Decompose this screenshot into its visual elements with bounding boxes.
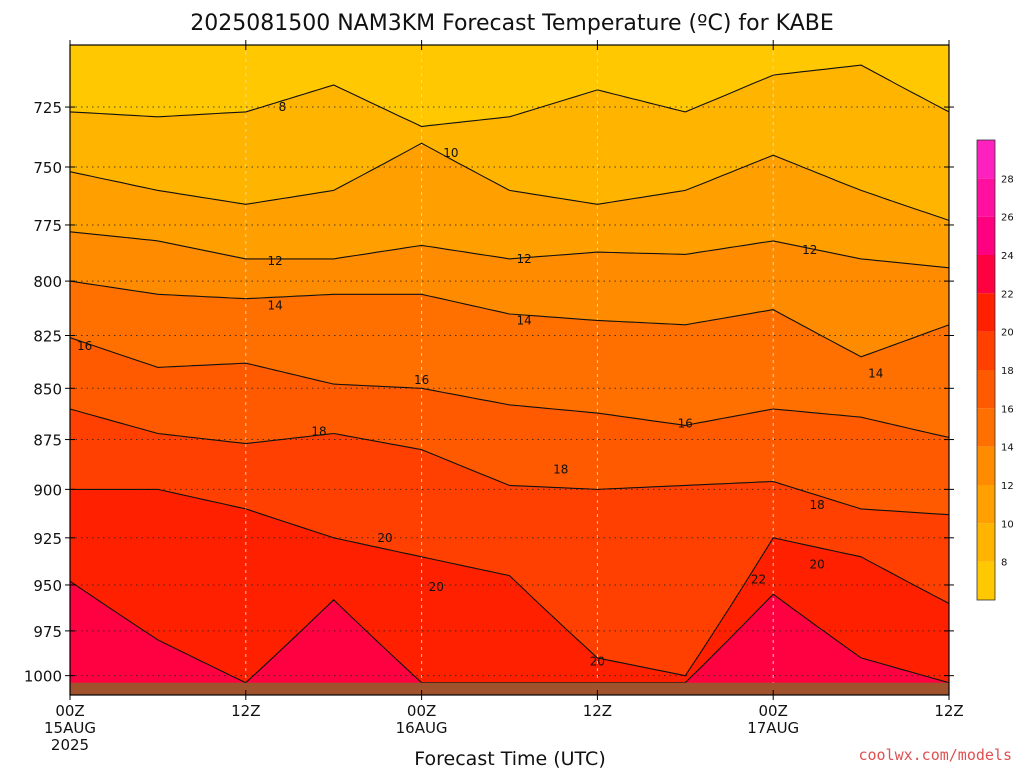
y-tick-label: 725: [33, 99, 62, 117]
colorbar-swatch: [977, 370, 995, 409]
x-axis-label: Forecast Time (UTC): [414, 748, 605, 768]
contour-label: 14: [517, 313, 532, 327]
x-tick-label: 16AUG: [396, 719, 448, 737]
isotherm-16: [70, 337, 949, 439]
colorbar-frame: [976, 139, 996, 601]
isotherm-20: [70, 488, 949, 677]
contour-label: 8: [279, 100, 287, 114]
colorbar-swatch: [977, 523, 995, 562]
contour-label: 16: [414, 373, 429, 387]
x-tick-label: 12Z: [934, 702, 963, 720]
x-tick-label: 17AUG: [747, 719, 799, 737]
contour-label: 14: [267, 298, 282, 312]
contour-label: 18: [810, 498, 825, 512]
isotherm-22: [70, 580, 949, 684]
band-22: [70, 581, 949, 695]
colorbar-swatch: [977, 178, 995, 217]
contour-label: 20: [429, 580, 444, 594]
y-axis: 725 750 775 800 825 850 875 900 925 950 975 1000: [24, 99, 954, 686]
y-tick-label: 775: [33, 217, 62, 235]
contour-label: 16: [678, 416, 693, 430]
colorbar-tick-label: 20: [1001, 328, 1014, 339]
y-tick-label: 850: [33, 380, 62, 398]
colorbar-tick-label: 12: [1001, 481, 1014, 492]
contour-label: 14: [868, 367, 883, 381]
contour-label: 12: [517, 252, 532, 266]
colorbar-swatch: [977, 255, 995, 294]
y-tick-label: 975: [33, 623, 62, 641]
ground-surface: [70, 682, 949, 695]
credit-link[interactable]: coolwx.com/models: [858, 746, 1012, 764]
y-tick-label: 950: [33, 577, 62, 595]
x-tick-label: 00Z: [55, 702, 84, 720]
y-tick-label: 875: [33, 432, 62, 450]
x-tick-label: 2025: [51, 736, 89, 754]
y-tick-label: 825: [33, 328, 62, 346]
colorbar-tick-label: 22: [1001, 289, 1014, 300]
colorbar-tick-label: 24: [1001, 251, 1014, 262]
x-tick-label: 15AUG: [44, 719, 96, 737]
grid-lines: [69, 45, 950, 695]
contour-label: 18: [553, 463, 568, 477]
temperature-field: [70, 45, 949, 695]
x-tick-label: 00Z: [759, 702, 788, 720]
colorbar-swatch: [977, 408, 995, 447]
colorbar-tick-label: 10: [1001, 519, 1014, 530]
colorbar: 8 10 12 14 16 18 20 22 24 26 28: [976, 139, 1014, 601]
colorbar-swatch: [977, 140, 995, 179]
isotherm-12: [70, 231, 949, 269]
contour-label: 10: [443, 146, 458, 160]
colorbar-swatch: [977, 485, 995, 524]
contour-label: 20: [590, 654, 605, 668]
contour-label: 16: [77, 339, 92, 353]
x-tick-label: 12Z: [583, 702, 612, 720]
isotherm-10: [70, 142, 949, 221]
colorbar-tick-label: 8: [1001, 558, 1007, 569]
isotherm-14: [70, 280, 949, 358]
contour-label: 12: [267, 254, 282, 268]
y-tick-label: 925: [33, 530, 62, 548]
colorbar-swatch: [977, 293, 995, 332]
y-tick-label: 900: [33, 481, 62, 499]
contour-label: 22: [751, 572, 766, 586]
colorbar-swatch: [977, 216, 995, 255]
contour-label: 12: [802, 243, 817, 257]
isotherm-18: [70, 408, 949, 516]
x-tick-label: 12Z: [231, 702, 260, 720]
colorbar-tick-label: 28: [1001, 174, 1014, 185]
colorbar-tick-label: 14: [1001, 443, 1014, 454]
chart-title: 2025081500 NAM3KM Forecast Temperature (…: [190, 11, 834, 36]
contour-label: 20: [377, 531, 392, 545]
contour-label: 18: [311, 424, 326, 438]
colorbar-tick-label: 26: [1001, 213, 1014, 224]
x-tick-label: 00Z: [407, 702, 436, 720]
colorbar-tick-label: 16: [1001, 404, 1014, 415]
isotherm-8: [70, 64, 949, 128]
plot-frame: [69, 44, 950, 696]
isotherm-contours: 8 10 12 12 12 14 14 14 16 16 16 18 18 18 20 20 20 20 22: [70, 64, 949, 684]
colorbar-swatch: [977, 331, 995, 370]
contour-label: 20: [810, 557, 825, 571]
colorbar-swatch: [977, 561, 995, 600]
colorbar-swatch: [977, 446, 995, 485]
colorbar-tick-label: 18: [1001, 366, 1014, 377]
y-tick-label: 1000: [24, 668, 62, 686]
y-tick-label: 800: [33, 273, 62, 291]
y-tick-label: 750: [33, 159, 62, 177]
